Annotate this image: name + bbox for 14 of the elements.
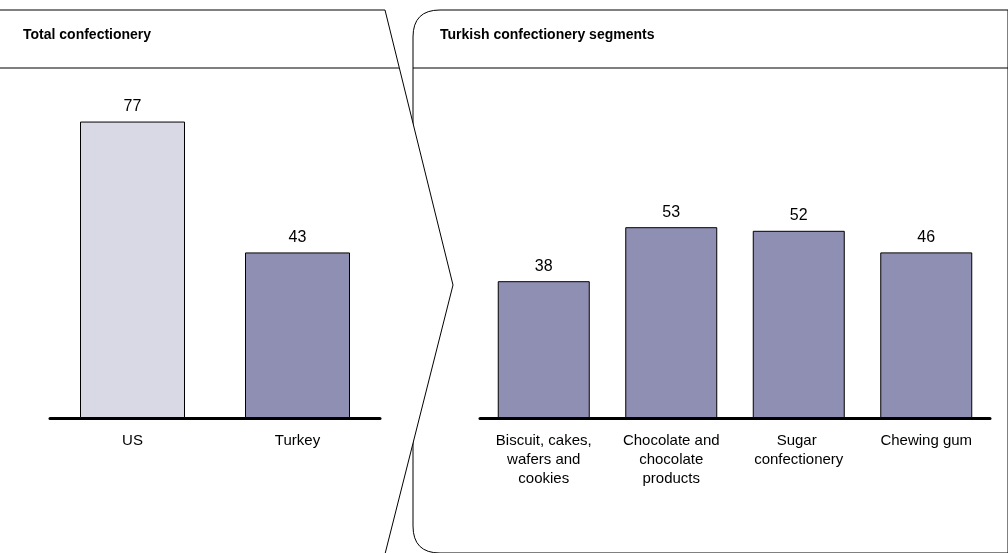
chart-title: Total confectionery — [23, 26, 152, 42]
x-tick-label: Turkey — [274, 431, 321, 448]
data-label: 38 — [534, 256, 553, 274]
x-tick-label: Biscuit, cakes, wafers and cookies — [495, 431, 592, 486]
data-label: 52 — [789, 206, 808, 224]
x-tick-label: Chocolate and chocolate products — [622, 431, 720, 486]
x-tick-label: Sugar confectionery — [754, 431, 844, 467]
chart-title: Turkish confectionery segments — [440, 26, 655, 42]
x-tick-label: US — [122, 431, 143, 448]
data-label: 77 — [123, 97, 142, 115]
x-tick-label: Chewing gum — [880, 431, 973, 448]
data-label: 53 — [662, 202, 681, 220]
data-label: 43 — [288, 227, 307, 245]
data-label: 46 — [917, 227, 936, 245]
